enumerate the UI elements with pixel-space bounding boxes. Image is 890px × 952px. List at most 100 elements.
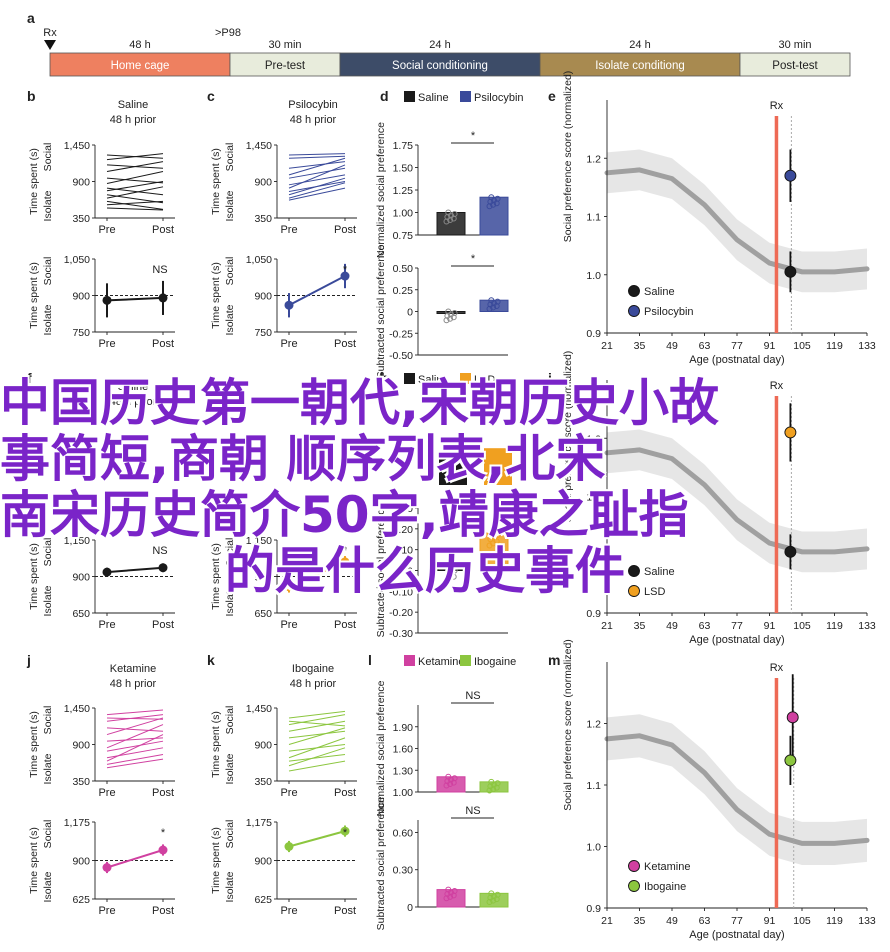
legend-swatch-d-0 xyxy=(404,91,415,102)
series-line-j-6 xyxy=(106,724,164,749)
x-tick-label-m-0: 21 xyxy=(601,915,613,927)
data-point-d2-0-0 xyxy=(443,317,450,324)
series-line-j-10 xyxy=(106,753,164,765)
y-tick-label-k-0: 1,450 xyxy=(246,703,272,715)
x-tick-label-i-5: 91 xyxy=(764,620,776,632)
y-tick-label-i-0: 1.2 xyxy=(586,433,601,445)
data-point-h2-0-6 xyxy=(445,565,452,572)
annotation-g: * xyxy=(343,545,348,557)
annotation-c2: * xyxy=(343,264,348,276)
panel-letter-l: l xyxy=(368,652,372,668)
x-tick-label-i-7: 119 xyxy=(826,620,843,632)
y-tick-label-m-0: 1.2 xyxy=(586,719,601,731)
x-tick-label-e-7: 119 xyxy=(826,340,843,352)
y-tick-label-l2-1: 0.30 xyxy=(393,865,414,877)
series-line-c-8 xyxy=(288,177,346,196)
y-tick-label-g-2: 650 xyxy=(254,608,272,620)
y-axis-bottom-label-j2: Isolate xyxy=(42,871,54,902)
y-axis-bottom-label-c: Isolate xyxy=(224,190,236,221)
y-axis-label-j2: Time spent (s) xyxy=(28,827,40,894)
annotation-b2: NS xyxy=(152,264,167,276)
data-point-i-0 xyxy=(784,545,797,558)
y-tick-label-l-1: 1.60 xyxy=(393,744,414,756)
legend-swatch-h-0 xyxy=(404,373,415,384)
x-tick-label-m-1: 35 xyxy=(634,915,646,927)
y-tick-label-k2-2: 625 xyxy=(254,894,272,906)
x-axis-label-i: Age (postnatal day) xyxy=(689,634,784,646)
series-line-j2-0 xyxy=(106,849,164,869)
y-tick-label-m-2: 1.0 xyxy=(586,842,601,854)
data-point-d2-1-3 xyxy=(487,301,494,308)
x-tick-label-j2-1: Post xyxy=(152,905,174,917)
y-tick-label-k2-0: 1,175 xyxy=(246,817,272,829)
panel-subtitle-f: 48 h prior xyxy=(110,396,157,408)
y-axis-top-label-c2: Social xyxy=(224,257,236,286)
x-tick-label-c2-0: Pre xyxy=(280,338,297,350)
x-tick-label-g-0: Pre xyxy=(280,619,297,631)
y-tick-label-e-1: 1.1 xyxy=(586,212,601,224)
x-tick-label-e-8: 133 xyxy=(858,340,876,352)
fit-confidence-band-e xyxy=(607,149,867,293)
x-tick-label-i-6: 105 xyxy=(793,620,811,632)
rx-label-e: Rx xyxy=(770,100,784,112)
legend-marker-m-1 xyxy=(628,880,640,892)
x-tick-label-k-1: Post xyxy=(334,787,356,799)
x-tick-label-e-5: 91 xyxy=(764,340,776,352)
panel-subtitle-k: 48 h prior xyxy=(290,678,337,690)
stage-duration-4: 30 min xyxy=(778,39,811,51)
y-tick-label-d2-0: 0.50 xyxy=(393,263,414,275)
data-point-l-1-5 xyxy=(494,780,501,787)
series-line-k-3 xyxy=(288,720,346,732)
y-tick-label-b2-0: 1,050 xyxy=(64,254,90,266)
panel-letter-a: a xyxy=(27,10,35,26)
p98-label: >P98 xyxy=(215,27,241,39)
annotation-f: NS xyxy=(152,545,167,557)
y-tick-label-d-2: 1.25 xyxy=(393,185,414,197)
series-line-k-4 xyxy=(288,730,346,739)
x-axis-label-m: Age (postnatal day) xyxy=(689,929,784,941)
x-tick-label-m-2: 49 xyxy=(666,915,678,927)
y-tick-label-c2-0: 1,050 xyxy=(246,254,272,266)
y-tick-label-f-1: 900 xyxy=(72,572,90,584)
y-axis-bottom-label-f: Isolate xyxy=(42,585,54,616)
x-tick-label-e-6: 105 xyxy=(793,340,811,352)
data-point-i-1 xyxy=(784,426,797,439)
panel-subtitle-c: 48 h prior xyxy=(290,114,337,126)
series-line-k-8 xyxy=(288,753,346,762)
x-tick-label-g-1: Post xyxy=(334,619,356,631)
x-tick-label-i-1: 35 xyxy=(634,620,646,632)
y-axis-label-i: Social preference score (normalized) xyxy=(562,351,574,523)
stage-label-4: Post-test xyxy=(772,60,818,72)
data-point-d-0-6 xyxy=(445,209,452,216)
annotation-l2: NS xyxy=(465,805,480,817)
series-line-b-10 xyxy=(106,200,164,210)
y-axis-label-c2: Time spent (s) xyxy=(210,262,222,329)
y-axis-bottom-label-g: Isolate xyxy=(224,585,236,616)
data-point-l-1-0 xyxy=(486,787,493,794)
legend-label-l-0: Ketamine xyxy=(418,656,464,668)
y-tick-label-b-2: 350 xyxy=(72,213,90,225)
y-tick-label-l-2: 1.30 xyxy=(393,765,414,777)
panel-title-j: Ketamine xyxy=(110,663,156,675)
series-line-c-0 xyxy=(288,153,346,156)
x-tick-label-k-0: Pre xyxy=(280,787,297,799)
x-tick-label-i-3: 63 xyxy=(699,620,711,632)
x-tick-label-e-0: 21 xyxy=(601,340,613,352)
y-axis-bottom-label-b: Isolate xyxy=(42,190,54,221)
overlay-headline-1: 中国历史第一朝代,宋朝历史小故 xyxy=(0,374,719,432)
series-line-j-1 xyxy=(106,717,164,720)
y-tick-label-j-1: 900 xyxy=(72,740,90,752)
mean-point-b2-0 xyxy=(102,295,112,305)
x-tick-label-c2-1: Post xyxy=(334,338,356,350)
stage-duration-3: 24 h xyxy=(629,39,650,51)
data-point-d-0-5 xyxy=(451,211,458,217)
series-line-k-0 xyxy=(288,710,346,719)
fit-line-i xyxy=(604,447,870,555)
data-point-l-1-6 xyxy=(488,778,495,785)
legend-label-h-0: Saline xyxy=(418,374,449,386)
series-line-b2-0 xyxy=(106,296,164,302)
y-axis-label-e: Social preference score (normalized) xyxy=(562,71,574,243)
series-line-b-11 xyxy=(106,200,164,206)
series-line-j-7 xyxy=(106,740,164,752)
